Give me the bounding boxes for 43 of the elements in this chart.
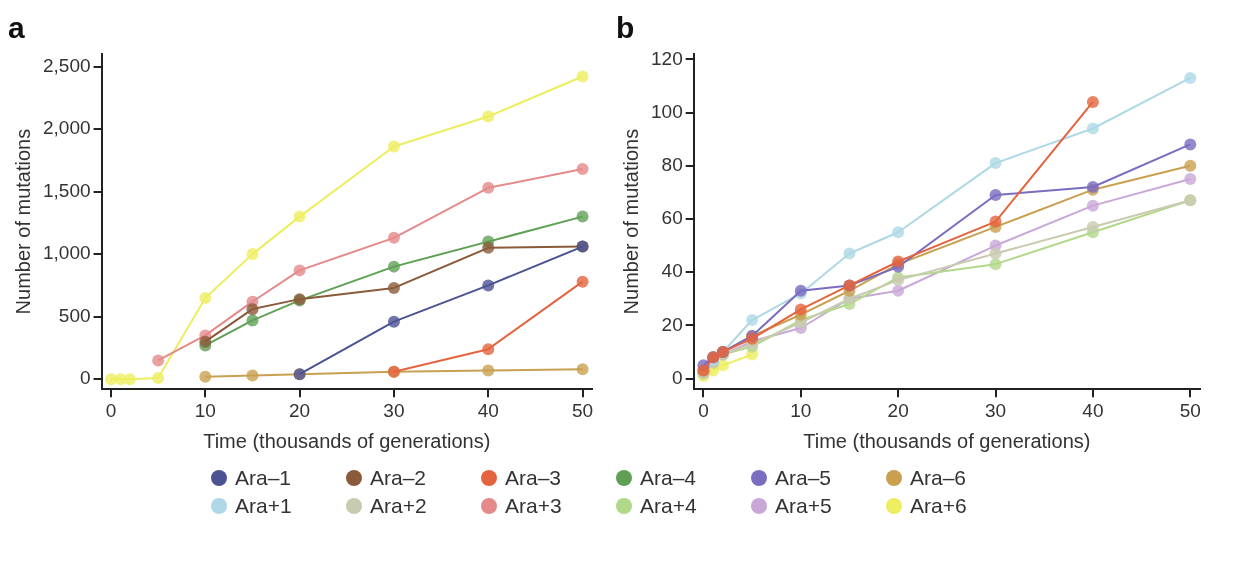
x-axis-title: Time (thousands of generations): [203, 429, 491, 452]
y-tick-label: 2,000: [43, 117, 91, 139]
chart-title: b: [616, 11, 635, 45]
legend-label: Ara–4: [640, 466, 697, 490]
y-tick-label: 1,000: [43, 242, 91, 264]
x-tick-label: 30: [984, 399, 1007, 421]
y-tick-label: 80: [661, 153, 683, 175]
y-tick-label: 40: [661, 260, 683, 282]
y-tick-label: 2,500: [43, 54, 91, 76]
y-axis-title: Number of mutations: [11, 128, 34, 315]
legend-label: Ara+5: [775, 494, 832, 518]
x-tick-label: 40: [1082, 399, 1104, 421]
legend-label: Ara+2: [370, 494, 427, 518]
legend-label: Ara–3: [505, 466, 562, 490]
x-tick-label: 50: [1179, 399, 1201, 421]
y-tick-label: 60: [661, 207, 683, 229]
x-tick-label: 50: [572, 399, 594, 421]
y-tick-label: 500: [58, 304, 91, 326]
legend-label: Ara–2: [370, 466, 427, 490]
y-axis-title: Number of mutations: [619, 128, 642, 315]
x-tick-label: 0: [698, 399, 709, 421]
y-tick-label: 20: [661, 313, 683, 335]
y-tick-label: 0: [672, 366, 683, 388]
legend-label: Ara–5: [775, 466, 832, 490]
y-tick-label: 100: [651, 100, 683, 122]
x-tick-label: 0: [105, 399, 117, 421]
x-tick-label: 20: [289, 399, 311, 421]
x-tick-label: 40: [477, 399, 499, 421]
y-tick-label: 120: [651, 47, 683, 69]
legend-label: Ara–1: [235, 466, 292, 490]
x-tick-label: 10: [194, 399, 216, 421]
x-axis-title: Time (thousands of generations): [803, 429, 1091, 452]
x-tick-label: 10: [790, 399, 812, 421]
y-tick-label: 0: [79, 367, 91, 389]
legend-label: Ara+1: [235, 494, 292, 518]
legend-label: Ara+6: [910, 494, 967, 518]
legend-label: Ara+4: [640, 494, 697, 518]
y-tick-label: 1,500: [43, 179, 91, 201]
legend-label: Ara+3: [505, 494, 562, 518]
chart-title: a: [8, 11, 25, 45]
x-tick-label: 20: [887, 399, 909, 421]
x-tick-label: 30: [383, 399, 405, 421]
legend-label: Ara–6: [910, 466, 967, 490]
